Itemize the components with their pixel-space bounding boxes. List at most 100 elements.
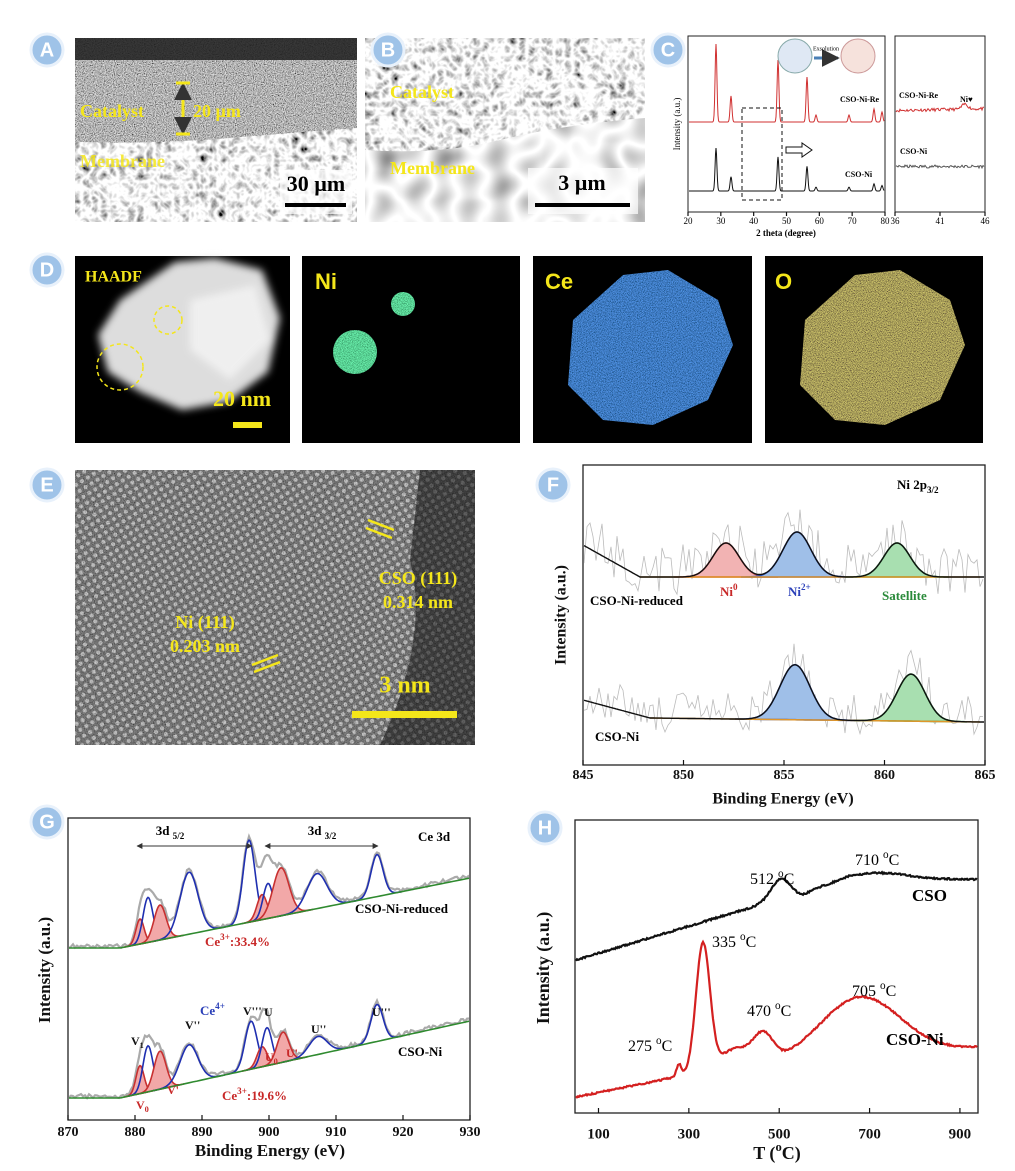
peak-label-main: 335: [712, 934, 740, 951]
peak-label-main: 705: [852, 983, 880, 1000]
map-label: Ni: [315, 269, 337, 294]
peak-label: 275 oC: [628, 1035, 672, 1055]
peak-label: Satellite: [882, 588, 927, 603]
x-tick-label: 36: [891, 216, 901, 226]
peak-label-main: U: [264, 1005, 273, 1019]
ce3-label-main: Ce: [222, 1088, 237, 1103]
fit-envelope: [583, 663, 984, 723]
ce3-label-tail: :19.6%: [247, 1088, 287, 1103]
series-label: CSO-Ni-Re: [899, 91, 939, 100]
peak-label-main: 710: [855, 852, 883, 869]
scale-bar: [352, 711, 457, 718]
ce3-label-tail: :33.4%: [230, 934, 270, 949]
panel-label: B: [381, 39, 395, 61]
fringe-mark: [365, 526, 393, 540]
fit-component: [276, 872, 358, 918]
ce3-label: Ce3+:33.4%: [205, 932, 270, 949]
scheme-left: [777, 38, 813, 74]
y-axis-label: Intensity (a.u.): [533, 912, 554, 1025]
series-label: CSO-Ni-Re: [840, 95, 880, 104]
peak-label-tail: C: [886, 983, 897, 1000]
thickness-label: 20 µm: [193, 101, 241, 121]
x-tick-label: 300: [678, 1126, 701, 1142]
peak-label-main: V: [131, 1034, 140, 1048]
peak-label-main: V': [167, 1083, 179, 1097]
peak-label-main: V: [136, 1098, 145, 1112]
fit-component: [352, 853, 402, 903]
peak-label-tail: C: [784, 871, 795, 888]
x-axis-label: T (oC): [753, 1140, 800, 1164]
zoom-box: [741, 107, 783, 201]
scheme-label: Exsolution: [813, 46, 839, 52]
panel-label: F: [547, 474, 559, 496]
x-tick-label: 845: [573, 768, 594, 783]
series-label: CSO-Ni: [845, 170, 873, 179]
panel-label: D: [40, 259, 54, 281]
x-axis-label-sup: o: [775, 1140, 781, 1154]
peak-label-sub: 0: [145, 1105, 149, 1114]
peak-label-sup: o: [883, 849, 889, 861]
ni-particle-ring: [96, 343, 144, 391]
peak-label-main: V''': [243, 1004, 262, 1018]
inset-curve-re: [895, 102, 984, 113]
region-label-sub: 3/2: [325, 831, 337, 841]
peak-label: U'': [311, 1022, 326, 1036]
catalyst-label: Catalyst: [80, 101, 144, 121]
plane-label: CSO (111): [379, 568, 458, 589]
sample-label: CSO-Ni-reduced: [590, 593, 684, 608]
region-label-sub: 5/2: [173, 831, 185, 841]
ni-map-spot: [333, 330, 377, 374]
peak-label-sub: 0: [274, 1057, 278, 1066]
fringe-mark: [251, 653, 279, 667]
peak-label-main: 275: [628, 1038, 656, 1055]
peak-label-main: 512: [750, 871, 778, 888]
ce3-label: Ce3+:19.6%: [222, 1086, 287, 1103]
panel-label: G: [39, 811, 55, 833]
x-axis-label-tail: C): [782, 1143, 801, 1164]
ni-map-spot: [391, 292, 415, 316]
peak-label: Ni♥: [960, 95, 973, 104]
x-axis-label: Binding Energy (eV): [712, 791, 853, 808]
peak-label-main: Ni: [788, 584, 801, 599]
peak-label-main: 470: [747, 1003, 775, 1020]
y-axis-label: Intensity (a.u.): [553, 565, 570, 665]
o-map: [800, 270, 965, 425]
fit-component: [854, 673, 967, 723]
peak-label: U0: [265, 1050, 278, 1067]
zoom-arrow: [785, 142, 813, 158]
panel-badge: [527, 810, 563, 846]
fit-component: [352, 1003, 402, 1048]
hrtem-dark: [380, 470, 475, 745]
panel-label: C: [661, 39, 675, 61]
x-tick-label: 30: [716, 216, 726, 226]
background-line: [69, 877, 470, 949]
x-tick-label: 855: [774, 768, 795, 783]
xrd-curve: [689, 148, 885, 192]
tpr-curve-cso: [575, 870, 978, 962]
sample-label: CSO-Ni-reduced: [355, 901, 449, 916]
spectrum-title-main: Ni 2p: [897, 477, 927, 492]
x-tick-label: 46: [981, 216, 991, 226]
plot-frame: [67, 817, 471, 1121]
peak-label-sup: 0: [733, 582, 738, 592]
panel-badge: [29, 804, 65, 840]
panel-badge: [535, 467, 571, 503]
peak-label: V1: [131, 1034, 144, 1051]
x-tick-label: 80: [881, 216, 891, 226]
x-tick-label: 41: [936, 216, 945, 226]
region-label: 3d 3/2: [308, 823, 337, 841]
ce4-label-sup: 4+: [215, 1001, 225, 1011]
ce3-label-main: Ce: [205, 934, 220, 949]
spectrum-title: Ce 3d: [418, 829, 451, 844]
region-label-main: 3d: [156, 823, 173, 838]
x-axis-label-main: T (: [753, 1143, 775, 1164]
sample-label: CSO-Ni: [595, 729, 639, 744]
ce3-label-sup: 3+: [220, 932, 230, 942]
fringe-mark: [367, 518, 395, 532]
panel-badge: [650, 32, 686, 68]
haadf-facet: [190, 285, 270, 380]
peak-label-main: U: [265, 1050, 274, 1064]
x-tick-label: 870: [58, 1125, 79, 1140]
